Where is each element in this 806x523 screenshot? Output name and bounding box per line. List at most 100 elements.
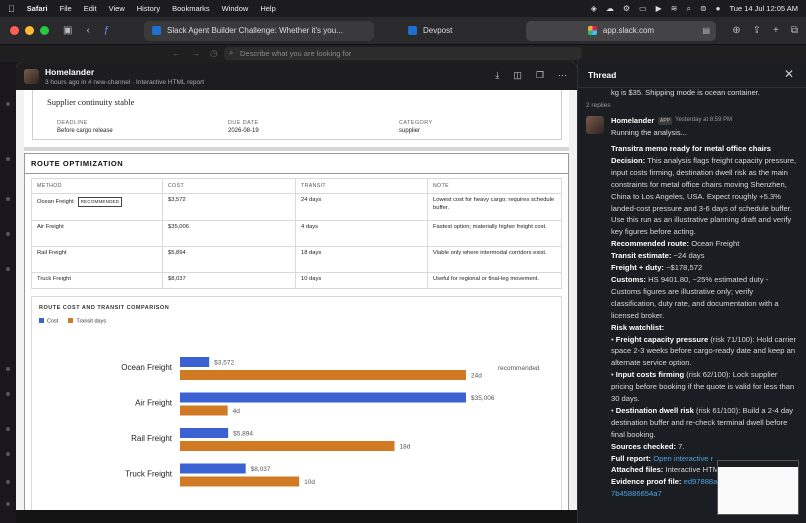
reader-icon[interactable]: ▤: [702, 26, 710, 35]
wifi-icon[interactable]: ≋: [670, 4, 678, 13]
route-chart: ROUTE COST AND TRANSIT COMPARISON Cost T…: [31, 296, 562, 510]
category-label: Ocean Freight: [121, 363, 172, 372]
tab-devpost[interactable]: Devpost: [400, 21, 510, 41]
share-icon[interactable]: ⇪: [752, 25, 762, 36]
sidebar-dot[interactable]: [6, 427, 10, 431]
message-author[interactable]: Homelander: [611, 116, 655, 125]
siri-icon[interactable]: ●: [715, 4, 721, 13]
macos-menu-bar:  Safari File Edit View History Bookmark…: [0, 0, 806, 17]
slack-sidebar-strip: [0, 62, 16, 523]
tab-overview-icon[interactable]: ⧉: [790, 25, 798, 36]
transit-bar: [180, 370, 466, 380]
table-row: Rail Freight $5,894 18 days Viable only …: [31, 246, 562, 273]
downloads-icon[interactable]: ⊕: [732, 25, 741, 36]
control-center-icon[interactable]: ⊜: [699, 4, 707, 13]
menu-edit[interactable]: Edit: [76, 4, 97, 13]
section-divider: [24, 147, 569, 151]
menu-window[interactable]: Window: [214, 4, 249, 13]
note-cell: Useful for regional or final-leg movemen…: [427, 272, 562, 289]
sidebar-dot[interactable]: [6, 367, 10, 371]
play-icon[interactable]: ▶: [655, 4, 662, 13]
screenshot-thumbnail[interactable]: [717, 460, 799, 515]
thread-header: Thread ✕: [578, 62, 806, 88]
history-icon[interactable]: ◷: [210, 48, 218, 58]
menu-bookmarks[interactable]: Bookmarks: [165, 4, 210, 13]
transit-data-label: 4d: [233, 408, 241, 415]
section-rule: [25, 173, 568, 174]
extension-icon[interactable]: ƒ: [103, 25, 110, 36]
download-icon[interactable]: ⤓: [495, 70, 500, 80]
sidebar-dot[interactable]: [6, 502, 10, 506]
slack-top-bar: ← → ◷ ⌕ Describe what you are looking fo…: [0, 45, 806, 62]
search-icon[interactable]: ⌕: [686, 3, 691, 13]
full-report-link[interactable]: Open interactive r: [653, 453, 714, 463]
note-cell: Fastest option; materially higher freigh…: [427, 220, 562, 247]
sidebar-dot[interactable]: [6, 452, 10, 456]
transit-cell: 18 days: [295, 246, 428, 273]
thread-title: Thread: [588, 70, 617, 80]
chart-title: ROUTE COST AND TRANSIT COMPARISON: [39, 305, 170, 311]
more-icon[interactable]: ⋯: [558, 70, 567, 80]
copy-icon[interactable]: ❐: [535, 70, 544, 80]
evidence-link[interactable]: ed97888a: [683, 477, 718, 487]
risk-name: Destination dwell risk: [615, 405, 694, 415]
new-tab-icon[interactable]: +: [773, 25, 779, 36]
status-icon[interactable]: ◈: [590, 4, 597, 13]
close-icon[interactable]: ✕: [783, 67, 794, 81]
cloud-icon[interactable]: ☁: [605, 4, 614, 13]
menu-help[interactable]: Help: [253, 4, 275, 13]
transit-data-label: 18d: [400, 444, 411, 451]
menu-file[interactable]: File: [52, 4, 72, 13]
legend-item-transit: Transit days: [68, 318, 106, 325]
forward-arrow-icon[interactable]: →: [191, 48, 200, 58]
sources-value: 7.: [678, 441, 685, 451]
canvas-header: Homelander 3 hours ago in # new-channel …: [16, 62, 577, 90]
section-title: ROUTE OPTIMIZATION: [31, 159, 124, 168]
avatar[interactable]: [586, 116, 604, 134]
evidence-link-continued[interactable]: 7b45886654a7: [611, 489, 662, 499]
risk-score: (risk 71/100):: [710, 334, 755, 344]
split-view-icon[interactable]: ◫: [513, 70, 522, 80]
sidebar-dot[interactable]: [6, 102, 10, 106]
avatar[interactable]: [24, 68, 39, 84]
zoom-window-button[interactable]: [40, 26, 49, 35]
display-icon[interactable]: ▭: [639, 4, 647, 13]
column-header: NOTE: [427, 178, 562, 194]
settings-icon[interactable]: ⚙: [622, 4, 631, 13]
sidebar-dot[interactable]: [6, 197, 10, 201]
sidebar-dot[interactable]: [6, 157, 10, 161]
back-icon[interactable]: ‹: [86, 25, 90, 36]
menu-view[interactable]: View: [101, 4, 125, 13]
apple-icon[interactable]: : [8, 4, 15, 14]
transit-bar: [180, 441, 395, 451]
app-menu-safari[interactable]: Safari: [20, 4, 48, 13]
canvas-author[interactable]: Homelander: [45, 66, 95, 77]
full-report-label: Full report:: [611, 453, 652, 463]
close-window-button[interactable]: [10, 26, 19, 35]
attached-label: Attached files:: [611, 465, 664, 475]
menu-clock[interactable]: Tue 14 Jul 12:05 AM: [729, 4, 798, 13]
message-timestamp[interactable]: Yesterday at 8:59 PM: [675, 117, 733, 123]
menu-history[interactable]: History: [130, 4, 160, 13]
column-header: METHOD: [31, 178, 163, 194]
risk-name: Freight capacity pressure: [615, 334, 709, 344]
risk-score: (risk 62/100):: [686, 370, 731, 380]
sidebar-dot[interactable]: [6, 480, 10, 484]
minimize-window-button[interactable]: [25, 26, 34, 35]
sidebar-dot[interactable]: [6, 267, 10, 271]
decision-label: Decision:: [611, 155, 646, 165]
tab-slack-agent-builder[interactable]: Slack Agent Builder Challenge: Whether i…: [144, 20, 374, 41]
report-canvas-panel: Homelander 3 hours ago in # new-channel …: [16, 62, 577, 510]
back-arrow-icon[interactable]: ←: [172, 48, 181, 58]
column-header: TRANSIT: [295, 178, 428, 194]
attached-value[interactable]: Interactive HTM: [665, 465, 720, 475]
risk-name: Input costs firming: [615, 370, 685, 380]
slack-search-input[interactable]: ⌕ Describe what you are looking for: [224, 47, 582, 60]
sidebar-dot[interactable]: [6, 392, 10, 396]
sidebar-dot[interactable]: [6, 232, 10, 236]
sidebar-toggle-icon[interactable]: ▣: [63, 25, 73, 36]
address-bar[interactable]: app.slack.com ▤: [526, 20, 716, 41]
reply-count[interactable]: 2 replies: [586, 102, 611, 109]
cost-data-label: $5,894: [233, 431, 253, 438]
cost-cell: $5,894: [162, 246, 296, 273]
